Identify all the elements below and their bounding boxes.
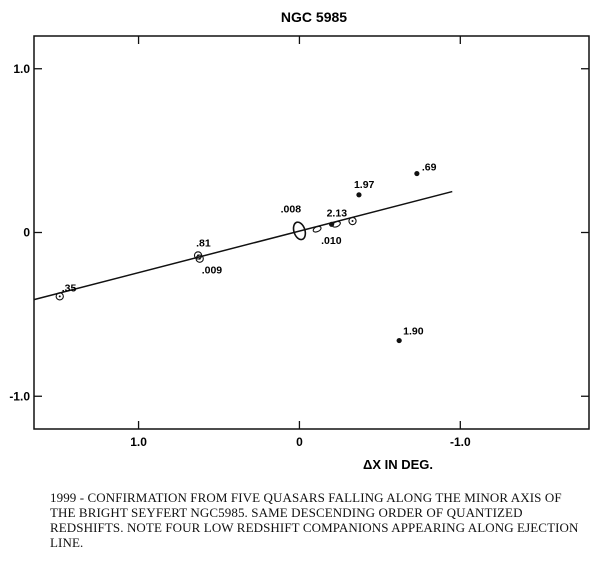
y-tick-label: -1.0 (9, 389, 30, 403)
data-point-0 (55, 292, 64, 301)
data-label: .010 (321, 235, 342, 247)
data-point-7 (414, 170, 420, 177)
ejection-line (33, 190, 453, 301)
figure-caption: 1999 - Confirmation from five quasars fa… (50, 490, 579, 550)
plot-frame (33, 35, 590, 430)
chart-title: NGC 5985 (281, 9, 347, 25)
data-point-6 (356, 192, 362, 198)
data-point-2 (195, 254, 204, 263)
data-label: .009 (202, 265, 223, 277)
data-label: 2.13 (327, 207, 348, 219)
galaxy-layer (292, 221, 307, 241)
data-label: 1.97 (354, 179, 375, 191)
axis-ticks (34, 36, 589, 429)
x-tick-label: -1.0 (450, 435, 471, 449)
data-points (55, 170, 420, 344)
y-tick-label: 1.0 (13, 62, 30, 76)
x-tick-label: 1.0 (130, 435, 147, 449)
companion-marker-0 (331, 220, 341, 228)
data-labels: .35 .81 .009 .008 .010 2.13 1.97 .69 1.90 (62, 162, 437, 338)
axis-tick-labels: 1.0 0 -1.0 1.0 0 -1.0 (9, 62, 471, 449)
data-point-8 (396, 337, 402, 344)
data-label: 1.90 (403, 326, 424, 338)
data-point-5 (329, 221, 335, 227)
data-label: .008 (281, 204, 302, 216)
galaxy-marker (292, 221, 307, 241)
x-axis-label: ΔX IN DEG. (363, 457, 433, 472)
data-label: .81 (196, 237, 211, 249)
data-point-4 (312, 225, 322, 233)
y-tick-label: 0 (23, 226, 30, 240)
fit-line-layer (33, 190, 453, 301)
data-label: .35 (62, 282, 77, 294)
companion-marker-1 (348, 216, 357, 226)
data-label: .69 (422, 162, 437, 174)
x-tick-label: 0 (296, 435, 303, 449)
